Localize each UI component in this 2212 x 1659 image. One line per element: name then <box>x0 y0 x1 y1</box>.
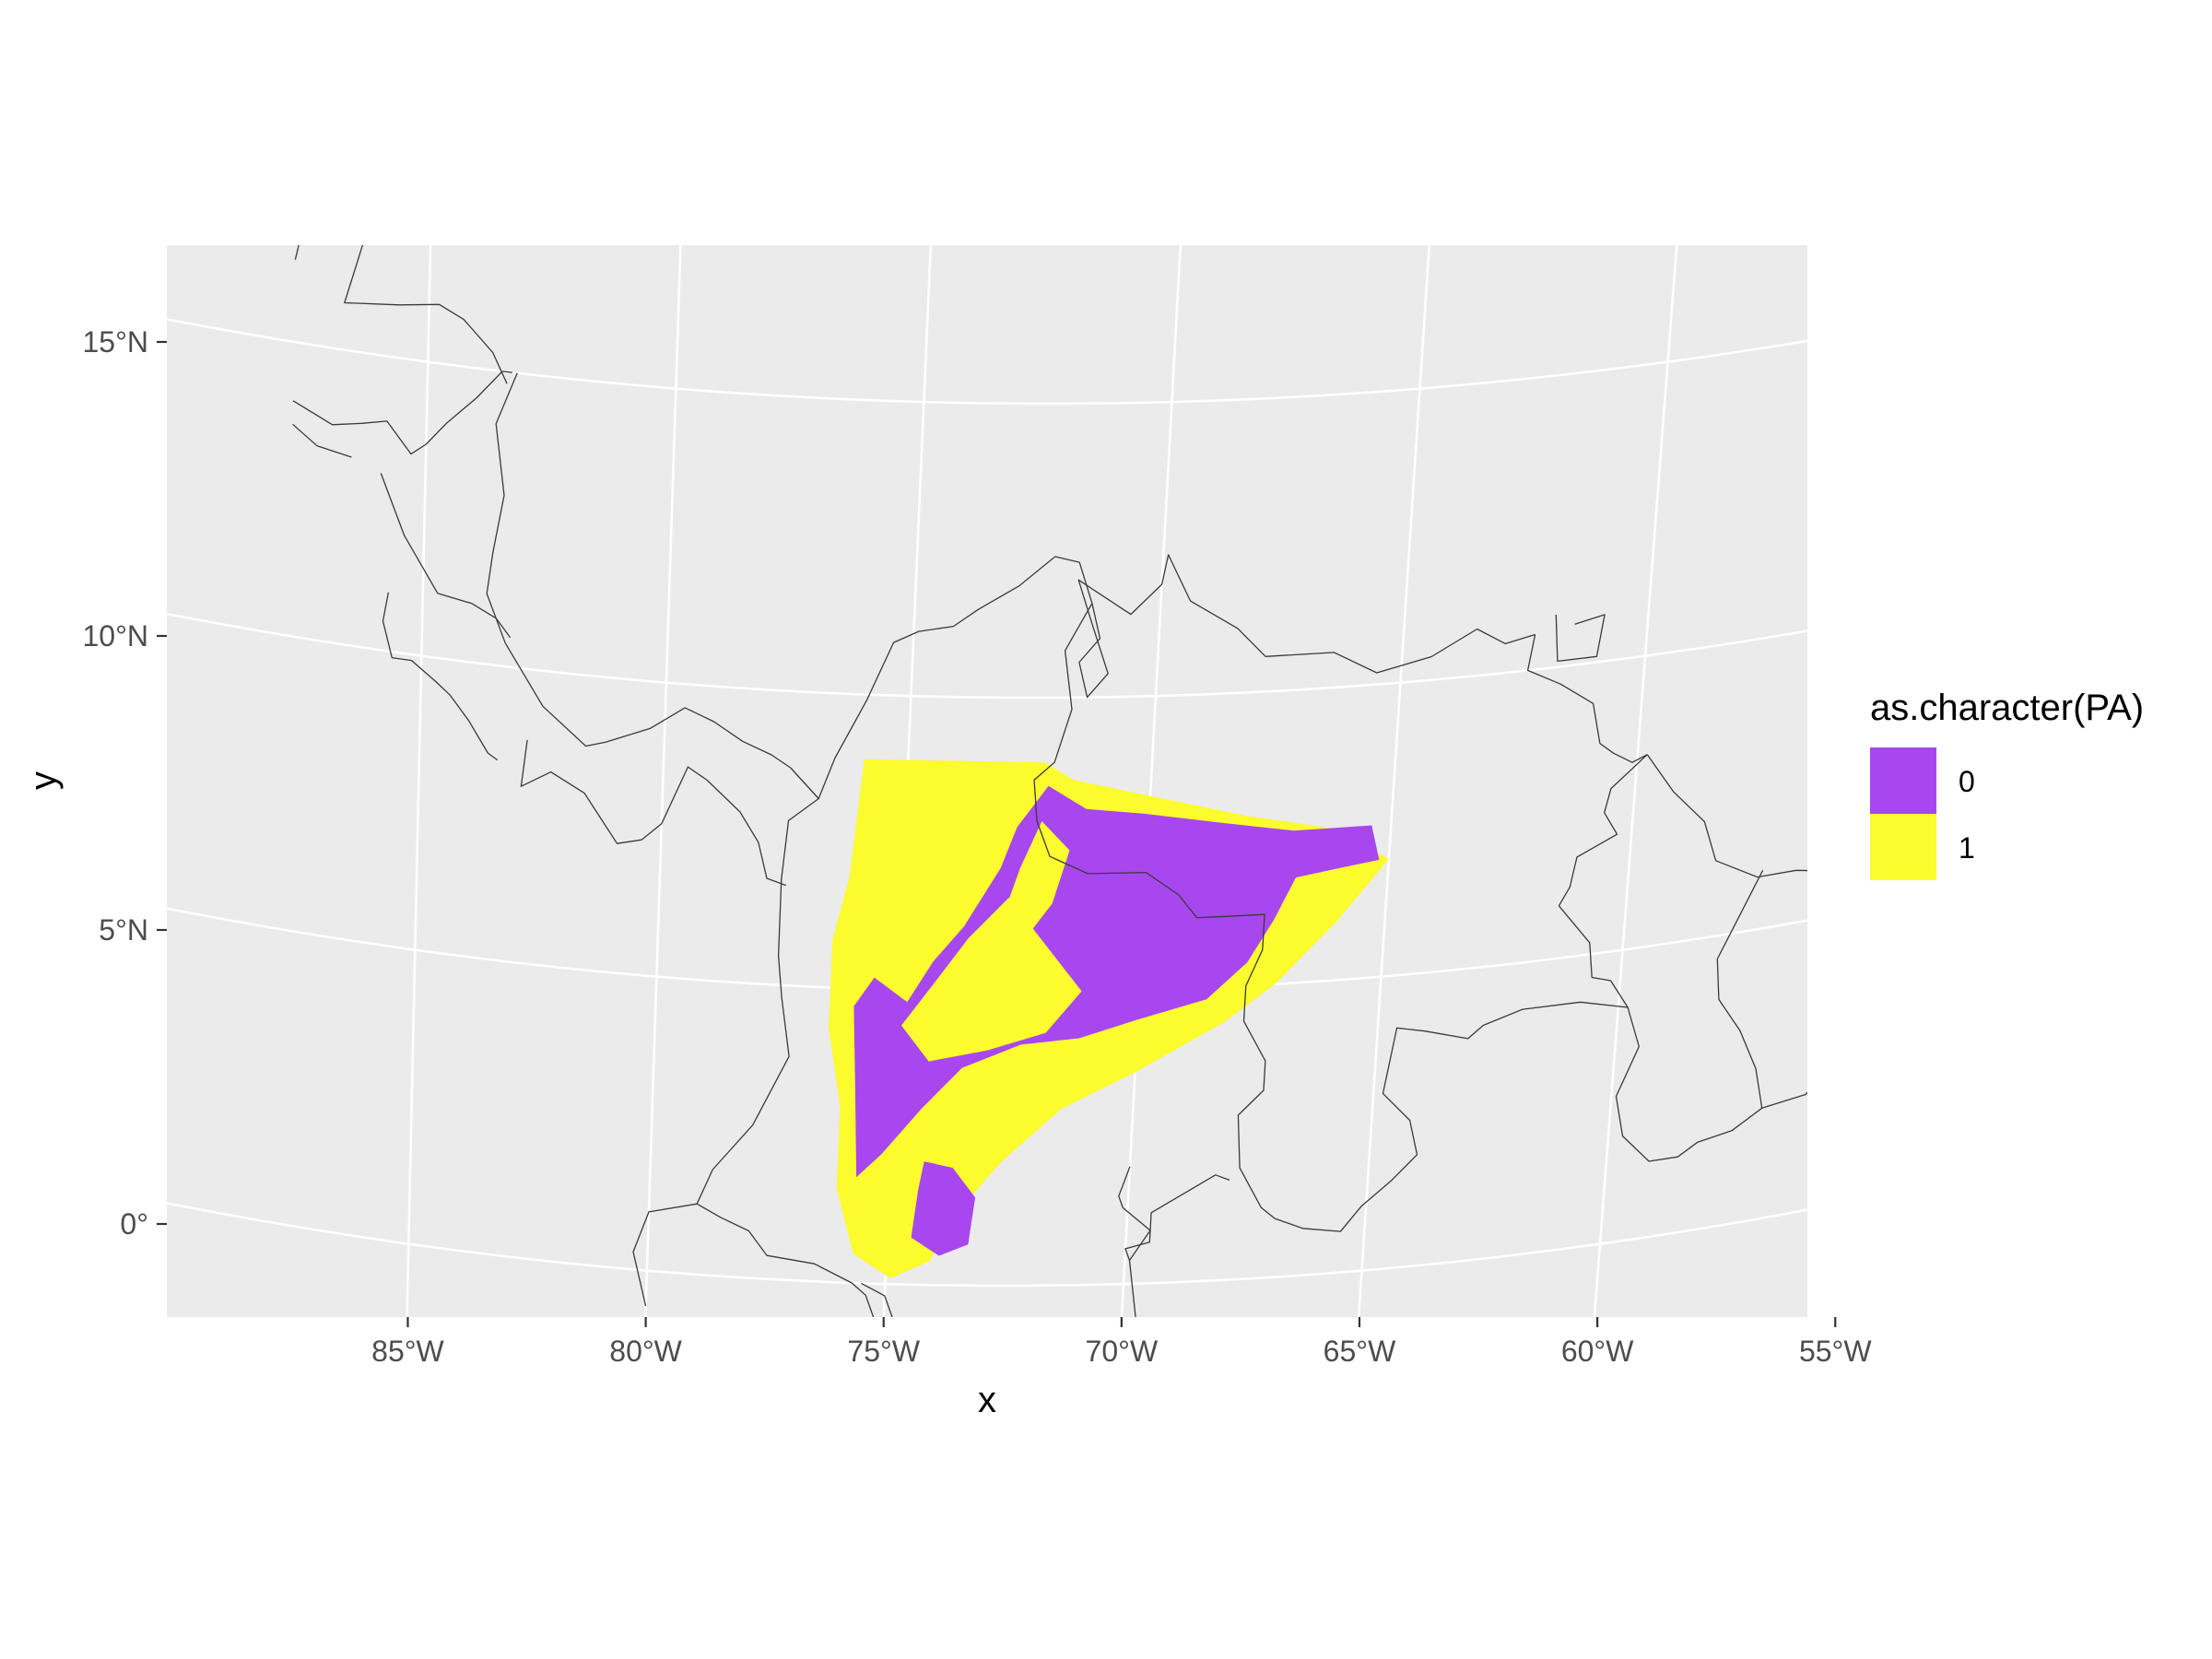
meridian-65°W <box>1357 245 1431 1317</box>
country-border <box>520 739 787 887</box>
country-border <box>344 245 508 384</box>
legend-title: as.character(PA) <box>1870 688 2144 728</box>
x-tick-label: 55°W <box>1799 1335 1872 1368</box>
pa-region-3-value-1 <box>1003 821 1070 951</box>
pa-region-2-value-1 <box>901 897 1082 1062</box>
legend-label-1: 1 <box>1959 831 1975 865</box>
country-border <box>486 372 518 643</box>
y-tick-label: 10°N <box>83 619 149 653</box>
pa-region-4-value-0 <box>911 1161 976 1256</box>
country-border <box>1875 859 1916 1058</box>
parallel-15°N <box>167 318 1807 406</box>
x-tick-label: 75°W <box>847 1335 920 1368</box>
x-tick-label: 65°W <box>1324 1335 1396 1368</box>
meridian-80°W <box>643 245 682 1317</box>
pa-region-1-value-0 <box>853 785 1380 1178</box>
y-tick-label: 0° <box>120 1207 148 1241</box>
country-border <box>861 1282 893 1317</box>
country-border <box>1555 614 1606 663</box>
y-tick-label: 15°N <box>83 325 149 359</box>
country-border <box>1118 1166 1151 1261</box>
country-border <box>790 556 1093 800</box>
meridian-70°W <box>1120 245 1182 1317</box>
x-tick-label: 85°W <box>371 1335 444 1368</box>
country-border <box>1077 554 1535 699</box>
country-border <box>294 245 300 260</box>
x-axis-title: x <box>978 1380 996 1420</box>
country-border <box>292 371 512 455</box>
meridian-85°W <box>406 245 432 1317</box>
x-tick-label: 80°W <box>609 1335 682 1368</box>
country-border <box>292 423 352 458</box>
legend-label-0: 0 <box>1959 765 1975 798</box>
legend-key-1 <box>1870 814 1936 880</box>
legend-key-0 <box>1870 747 1936 814</box>
parallel-10°N <box>167 612 1807 700</box>
country-border <box>696 1203 875 1317</box>
country-borders <box>292 245 1916 1317</box>
country-border <box>1646 754 1807 878</box>
country-border <box>1716 870 1764 1109</box>
country-border <box>1274 1001 1629 1232</box>
x-tick-label: 60°W <box>1561 1335 1634 1368</box>
country-border <box>696 797 819 1205</box>
meridian-60°W <box>1593 245 1678 1317</box>
axes: 85°W 80°W 75°W 70°W 65°W 60°W 55°W 0° 5°N 10°N 15°… <box>83 325 1873 1368</box>
country-border <box>632 1203 698 1307</box>
country-border <box>1697 1091 1807 1143</box>
y-axis-title: y <box>23 771 64 790</box>
country-border <box>1033 603 1276 1219</box>
country-border <box>1558 754 1699 1162</box>
x-tick-label: 70°W <box>1086 1335 1159 1368</box>
country-border <box>504 642 792 769</box>
y-tick-label: 5°N <box>99 913 148 947</box>
country-border <box>1526 634 1648 763</box>
country-border <box>380 473 512 639</box>
pa-raster <box>829 759 1389 1278</box>
parallel-0° <box>167 1202 1807 1288</box>
legend: as.character(PA) 0 1 <box>1870 688 2144 880</box>
country-border <box>382 592 499 761</box>
